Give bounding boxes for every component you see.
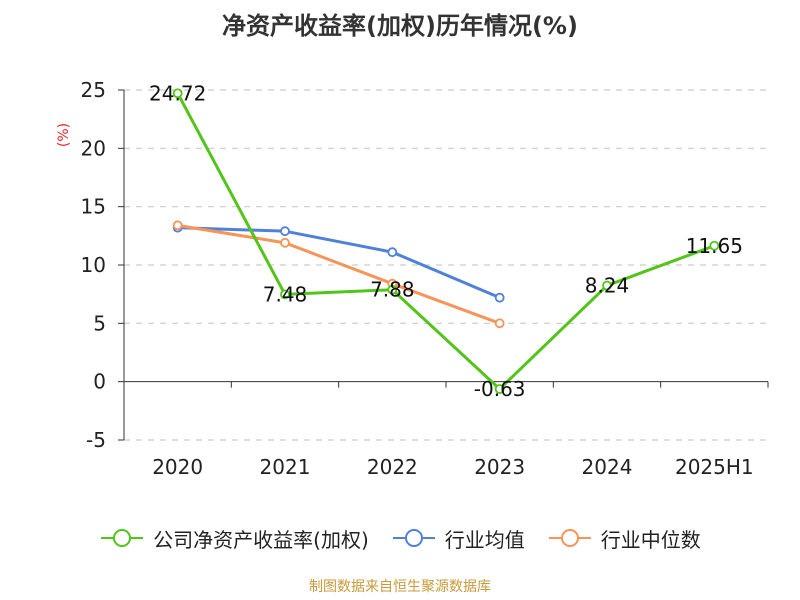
data-point: [280, 289, 290, 300]
x-tick-label: 2021: [260, 455, 311, 479]
legend-item[interactable]: 公司净资产收益率(加权): [99, 524, 369, 553]
legend-circle: [404, 529, 423, 547]
data-label: 8.24: [585, 274, 630, 298]
series-line: [176, 92, 715, 391]
x-tick-label: 2020: [152, 455, 203, 479]
data-point: [172, 220, 183, 231]
x-tick-label: 2022: [367, 455, 418, 479]
y-tick-label: 20: [81, 136, 106, 160]
data-point: [602, 280, 612, 291]
legend-circle: [560, 529, 579, 547]
legend-label: 行业中位数: [600, 527, 701, 552]
data-label: 7.48: [263, 282, 308, 306]
y-tick-label: -5: [86, 428, 106, 452]
x-tick-label: 2023: [474, 455, 525, 479]
y-tick-label: 10: [81, 253, 106, 277]
data-label: 24.72: [149, 81, 206, 105]
data-label: 7.88: [370, 278, 415, 302]
legend-circle: [113, 529, 132, 547]
legend-label: 公司净资产收益率(加权): [153, 527, 369, 552]
legend-item[interactable]: 行业均值: [391, 524, 525, 553]
line-chart: -5 0 5 10 15 20 25 2020 2021 2022 2023 2024 2025H1 2…: [81, 78, 769, 479]
y-tick-label: 5: [93, 311, 106, 335]
data-point: [494, 292, 505, 303]
series-line: [177, 223, 501, 325]
data-label: 11.65: [686, 234, 743, 258]
legend-label: 行业均值: [444, 527, 525, 552]
data-point: [280, 226, 290, 237]
data-point: [172, 88, 183, 99]
legend-marker-icon: [101, 529, 144, 547]
x-tick-label: 2025H1: [675, 455, 754, 479]
y-tick-label: 25: [81, 78, 106, 102]
data-point: [280, 237, 290, 248]
legend-item[interactable]: 行业中位数: [547, 524, 701, 553]
x-tick-label: 2024: [582, 455, 633, 479]
data-point: [387, 284, 398, 295]
data-point: [387, 247, 398, 258]
source-note: 制图数据来自恒生聚源数据库: [309, 579, 491, 595]
data-point: [494, 384, 505, 394]
chart-title: 净资产收益率(加权)历年情况(%): [222, 12, 578, 40]
legend-marker-icon: [548, 529, 591, 547]
y-tick-label: 0: [93, 370, 106, 394]
data-point: [494, 318, 505, 329]
legend: 公司净资产收益率(加权) 行业均值 行业中位数: [0, 520, 800, 556]
legend-marker-icon: [392, 529, 435, 547]
y-tick-label: 15: [81, 195, 106, 219]
data-point: [709, 240, 720, 251]
series-line: [177, 226, 501, 300]
data-label: -0.63: [474, 377, 526, 401]
